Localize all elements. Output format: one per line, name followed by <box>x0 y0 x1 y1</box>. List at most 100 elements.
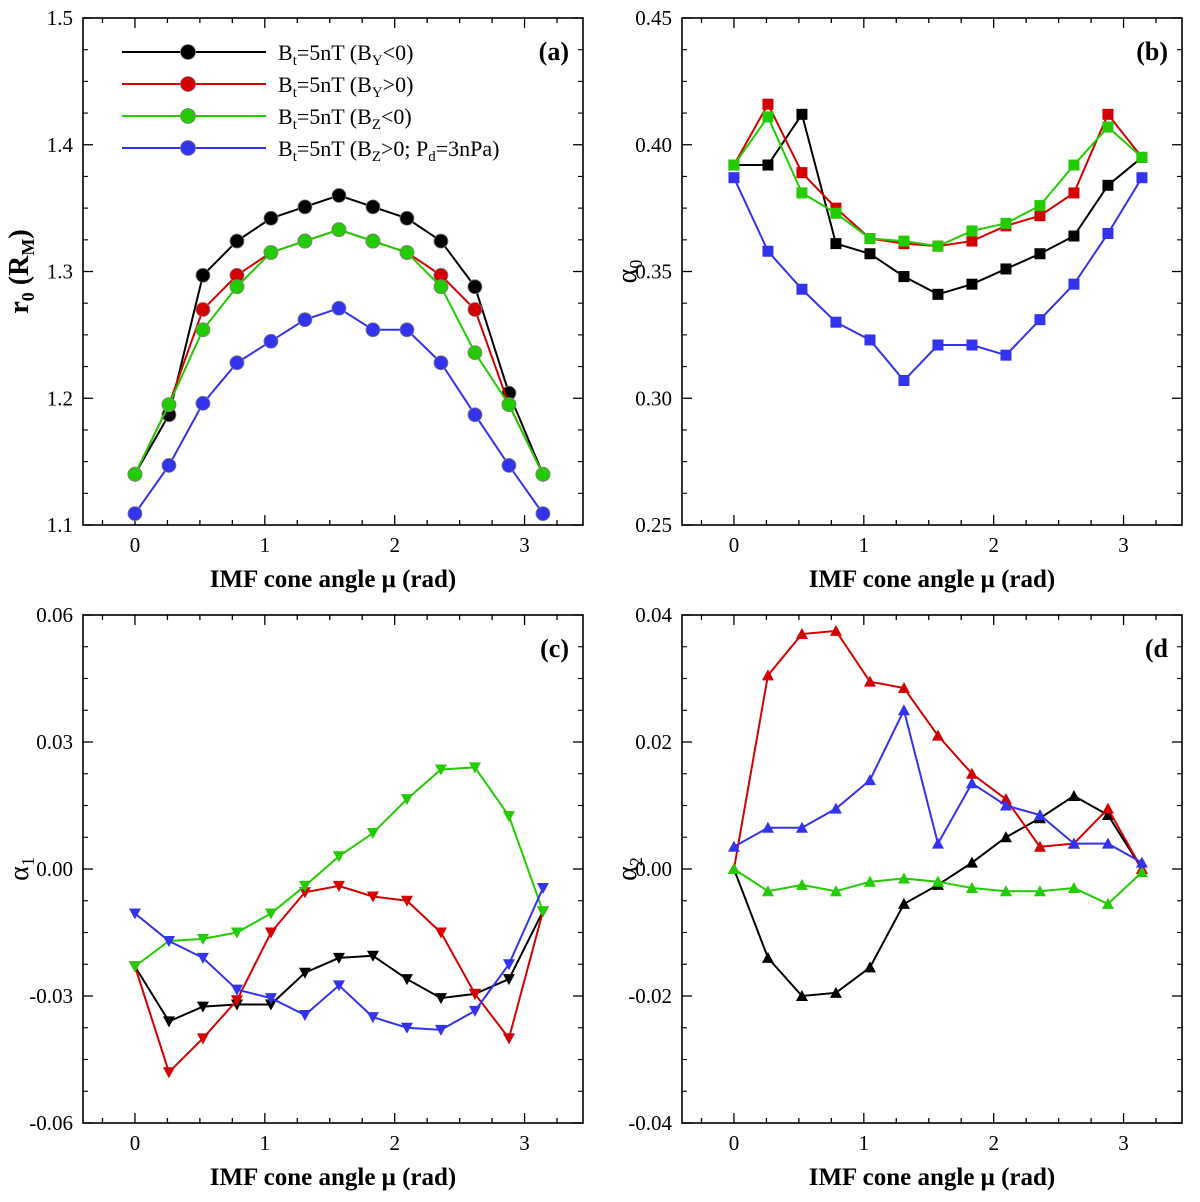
data-point <box>297 312 313 328</box>
data-point <box>331 222 347 238</box>
data-point <box>762 245 774 257</box>
data-point <box>161 397 177 412</box>
y-tick-label: 0.45 <box>635 6 672 30</box>
data-point <box>829 986 842 998</box>
data-point <box>931 729 944 741</box>
data-point <box>898 235 910 247</box>
legend-marker <box>180 140 196 156</box>
data-point <box>196 1001 209 1013</box>
data-point <box>796 283 808 295</box>
data-point <box>332 980 345 992</box>
data-point <box>1067 882 1080 894</box>
data-point <box>863 875 876 887</box>
data-point <box>399 245 415 260</box>
data-point <box>229 355 245 371</box>
data-point <box>366 950 379 962</box>
x-tick-label: 3 <box>1118 533 1129 557</box>
series-4 <box>728 172 1148 387</box>
data-point <box>1136 151 1148 163</box>
x-tick-label: 3 <box>519 1131 530 1155</box>
data-point <box>1034 200 1046 212</box>
data-point <box>264 908 277 920</box>
y-tick-label: 0.00 <box>36 857 73 881</box>
data-point <box>230 984 243 996</box>
y-tick-label: 0.30 <box>635 386 672 410</box>
panel-4: 0 1 2 3 -0.04 -0.02 0.00 0.02 0.04 IMF cone angle… <box>612 603 1183 1191</box>
data-point <box>434 1024 447 1036</box>
data-point <box>264 993 277 1005</box>
data-point <box>932 240 944 252</box>
data-point <box>127 466 143 482</box>
data-point <box>298 887 311 899</box>
y-tick-label: 0.40 <box>635 133 672 157</box>
data-point <box>502 974 515 986</box>
data-point <box>1000 349 1012 361</box>
x-tick-label: 2 <box>988 1131 999 1155</box>
data-point <box>536 883 549 895</box>
data-point <box>931 837 944 849</box>
data-point <box>762 111 774 123</box>
x-tick-label: 1 <box>260 1131 271 1155</box>
data-point <box>1068 159 1080 171</box>
data-point <box>966 225 978 237</box>
plot-frame <box>82 614 584 1124</box>
x-tick-label: 0 <box>130 533 141 557</box>
data-point <box>535 466 551 482</box>
data-point <box>761 821 774 833</box>
data-point <box>1033 885 1046 897</box>
data-point <box>830 316 842 328</box>
data-point <box>728 172 740 184</box>
data-point <box>999 793 1012 805</box>
series-4 <box>128 883 549 1036</box>
data-point <box>864 233 876 245</box>
data-point <box>263 210 279 226</box>
data-point <box>433 355 449 371</box>
data-point <box>999 799 1012 811</box>
data-point <box>127 506 143 521</box>
data-point <box>727 863 740 874</box>
data-point <box>1101 809 1114 821</box>
data-point <box>897 897 910 909</box>
y-tick-label: -0.06 <box>29 1111 73 1135</box>
series-2 <box>727 624 1148 874</box>
series-3 <box>127 222 551 482</box>
series-3 <box>728 111 1148 252</box>
x-tick-label: 3 <box>519 533 530 557</box>
x-tick-label: 3 <box>1118 1131 1129 1155</box>
y-tick-label: 1.1 <box>47 513 73 537</box>
y-tick-label: 0.06 <box>36 603 73 627</box>
data-point <box>864 248 876 260</box>
data-point <box>727 840 740 852</box>
data-point <box>434 993 447 1005</box>
data-point <box>467 279 483 295</box>
series-3 <box>128 762 549 973</box>
data-point <box>297 233 313 249</box>
y-tick-label: 1.4 <box>47 133 74 157</box>
data-point <box>932 339 944 351</box>
data-point <box>762 98 774 110</box>
x-axis-title: IMF cone angle μ (rad) <box>809 1164 1056 1191</box>
data-point <box>400 1022 413 1034</box>
data-point <box>298 967 311 979</box>
data-point <box>298 880 311 892</box>
data-point <box>264 927 277 939</box>
data-point <box>433 279 449 295</box>
data-point <box>365 322 381 338</box>
data-point <box>829 802 842 814</box>
series-2 <box>728 98 1148 252</box>
data-point <box>795 990 808 1001</box>
data-point <box>433 233 449 249</box>
plot-frame <box>681 614 1183 1124</box>
series-line <box>134 194 544 475</box>
y-tick-label: -0.02 <box>628 984 672 1008</box>
x-tick-label: 2 <box>988 533 999 557</box>
data-point <box>230 995 243 1007</box>
data-point <box>535 506 551 521</box>
data-point <box>796 108 808 120</box>
data-point <box>966 235 978 247</box>
panel-label: (c) <box>540 634 569 663</box>
data-point <box>965 882 978 894</box>
y-tick-label: 0.03 <box>36 730 73 754</box>
data-point <box>1033 840 1046 852</box>
data-point <box>229 279 245 295</box>
